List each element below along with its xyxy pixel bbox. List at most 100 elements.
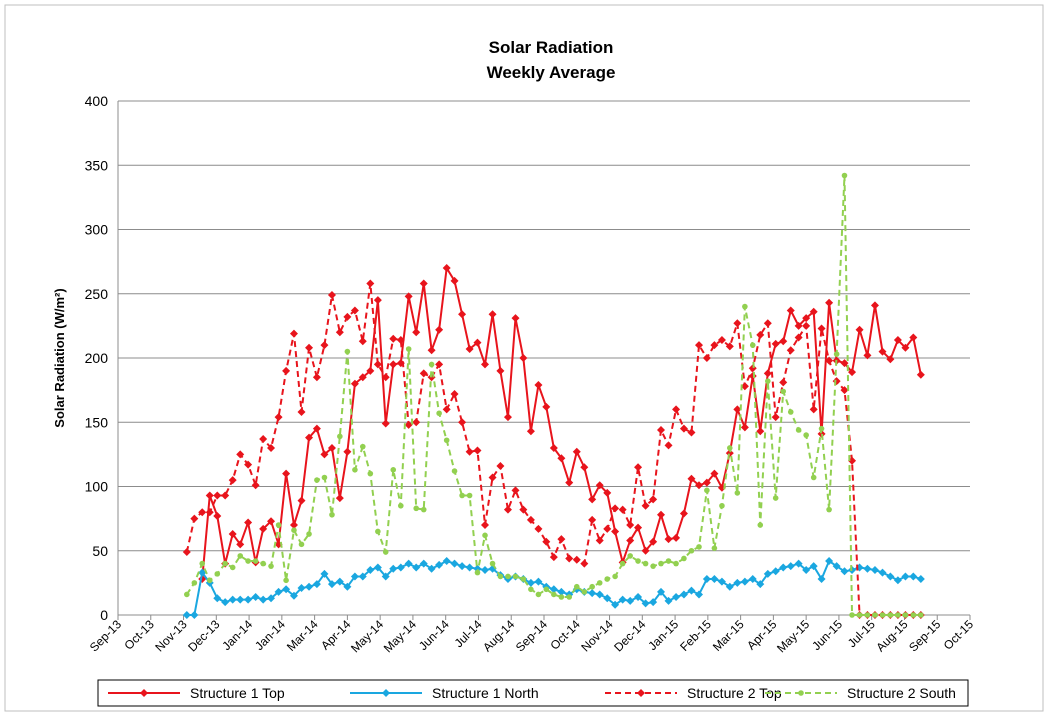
- data-point: [787, 409, 794, 415]
- data-point: [786, 562, 795, 571]
- data-point: [534, 577, 543, 586]
- legend-marker: [382, 689, 390, 697]
- data-point: [558, 594, 565, 600]
- data-point: [841, 172, 848, 179]
- data-point: [611, 504, 620, 513]
- data-point: [367, 470, 374, 477]
- data-point: [435, 325, 444, 334]
- data-point: [312, 424, 321, 433]
- data-point: [794, 559, 803, 568]
- data-point: [603, 594, 612, 603]
- data-point: [375, 528, 381, 535]
- data-point: [916, 575, 925, 584]
- data-point: [459, 492, 465, 499]
- legend-marker: [140, 689, 148, 697]
- data-point: [780, 388, 787, 395]
- data-point: [291, 527, 297, 533]
- data-point: [763, 369, 772, 378]
- data-point: [503, 413, 512, 422]
- data-point: [497, 573, 504, 580]
- data-point: [389, 334, 398, 343]
- data-point: [205, 508, 214, 517]
- data-point: [626, 536, 635, 545]
- data-point: [366, 279, 375, 288]
- data-point: [817, 429, 826, 438]
- data-point: [612, 573, 618, 580]
- data-point: [763, 569, 772, 578]
- data-point: [840, 567, 849, 576]
- data-point: [611, 600, 620, 609]
- data-point: [404, 559, 413, 568]
- data-point: [343, 312, 352, 321]
- data-point: [802, 314, 811, 323]
- data-point: [879, 612, 886, 618]
- y-tick-label: 100: [85, 479, 109, 495]
- data-point: [350, 306, 359, 315]
- data-point: [748, 575, 757, 584]
- data-point: [711, 545, 718, 551]
- data-point: [396, 336, 405, 345]
- data-point: [634, 523, 643, 532]
- data-point: [840, 359, 849, 368]
- data-point: [725, 342, 734, 351]
- legend-box: [97, 679, 969, 707]
- data-point: [687, 586, 696, 595]
- data-point: [549, 585, 558, 594]
- data-point: [817, 324, 826, 333]
- data-point: [740, 577, 749, 586]
- data-point: [505, 573, 511, 580]
- data-point: [489, 560, 496, 567]
- data-point: [404, 420, 413, 429]
- data-point: [702, 478, 711, 487]
- data-point: [765, 378, 771, 384]
- data-point: [604, 576, 611, 582]
- data-point: [557, 587, 566, 596]
- data-point: [503, 505, 512, 514]
- data-point: [717, 336, 726, 345]
- data-point: [863, 564, 872, 573]
- y-tick-label: 300: [85, 222, 109, 238]
- data-point: [312, 580, 321, 589]
- data-point: [305, 433, 314, 442]
- data-point: [679, 590, 688, 599]
- data-point: [419, 279, 428, 288]
- data-point: [221, 491, 230, 500]
- data-point: [389, 360, 398, 369]
- data-point: [228, 530, 237, 539]
- data-point: [656, 510, 665, 519]
- data-point: [856, 612, 863, 618]
- data-point: [580, 463, 589, 472]
- data-point: [184, 591, 190, 598]
- data-point: [366, 566, 375, 575]
- data-point: [664, 535, 673, 544]
- data-point: [275, 522, 282, 528]
- data-point: [580, 559, 589, 568]
- data-point: [236, 595, 245, 604]
- data-point: [809, 562, 818, 571]
- data-point: [679, 509, 688, 518]
- data-point: [641, 599, 650, 608]
- data-point: [327, 291, 336, 300]
- data-point: [650, 563, 656, 569]
- data-point: [641, 501, 650, 510]
- data-point: [298, 541, 305, 548]
- data-point: [802, 566, 811, 575]
- legend-label: Structure 2 South: [847, 685, 956, 701]
- data-point: [289, 521, 298, 530]
- data-point: [182, 548, 191, 557]
- data-point: [297, 407, 306, 416]
- data-point: [717, 577, 726, 586]
- data-point: [442, 557, 451, 566]
- data-point: [626, 596, 635, 605]
- y-tick-label: 50: [92, 543, 108, 559]
- data-point: [199, 560, 206, 567]
- data-point: [358, 572, 367, 581]
- data-point: [771, 567, 780, 576]
- data-point: [893, 576, 902, 585]
- data-point: [855, 325, 864, 334]
- data-point: [335, 577, 344, 586]
- data-point: [872, 612, 878, 618]
- data-point: [344, 348, 351, 355]
- legend-label: Structure 1 Top: [190, 685, 285, 701]
